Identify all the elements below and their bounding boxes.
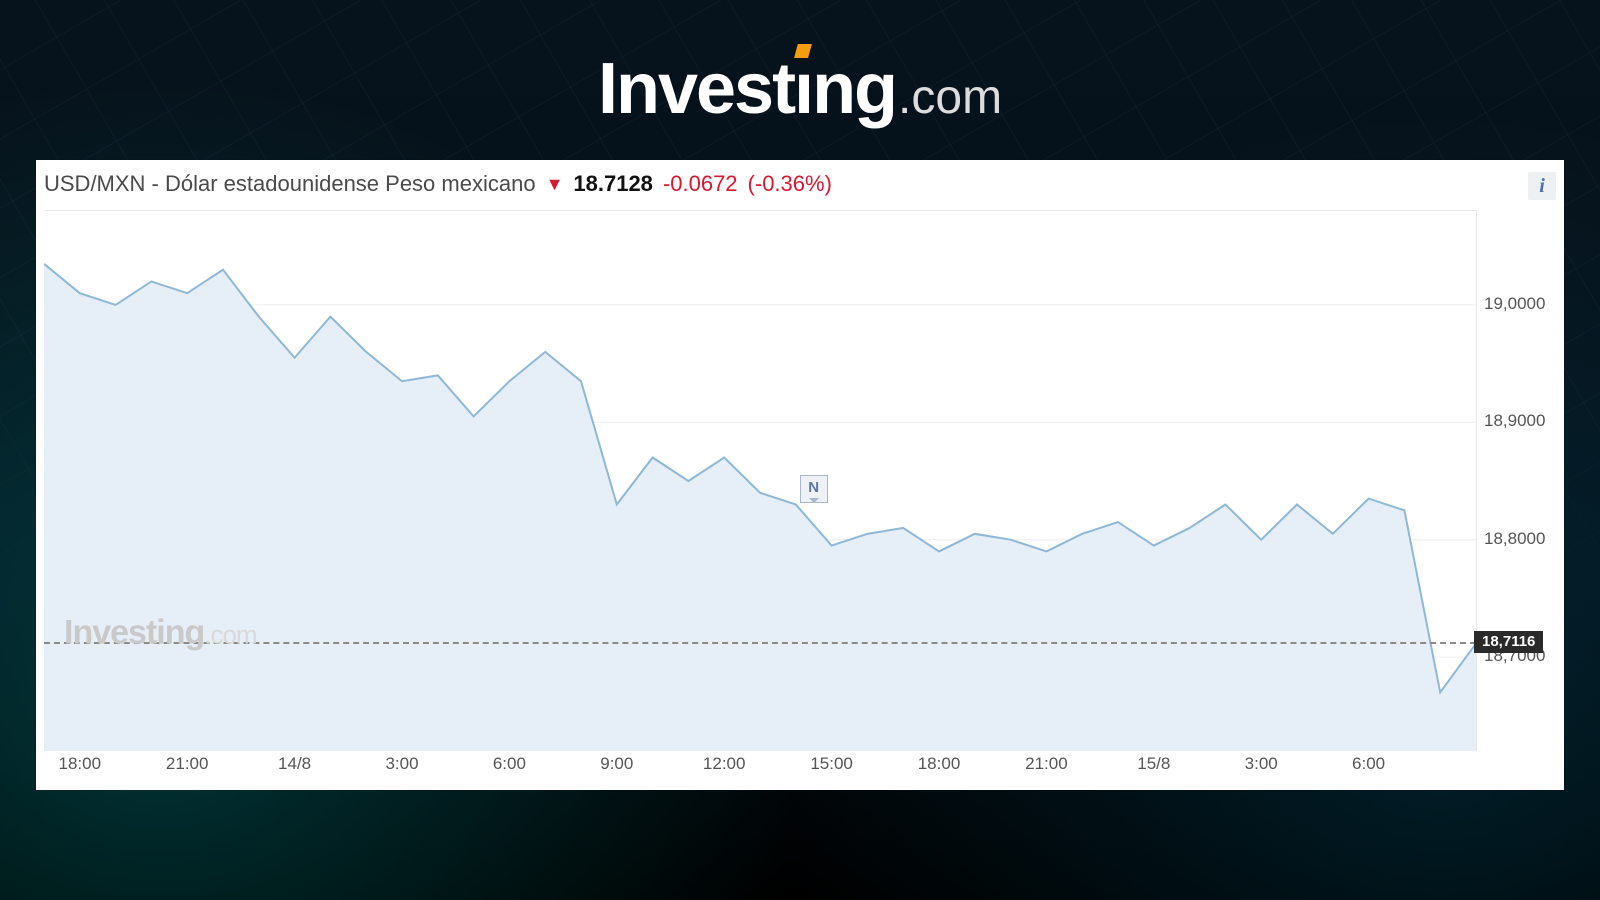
current-price-line	[44, 642, 1476, 644]
pair-label: USD/MXN - Dólar estadounidense Peso mexi…	[44, 171, 536, 197]
down-arrow-icon: ▼	[546, 174, 564, 195]
news-event-flag[interactable]: N	[800, 475, 828, 503]
x-axis-tick-label: 12:00	[703, 754, 746, 774]
logo-word-investing: Investıng	[598, 48, 896, 130]
chart-plot-area[interactable]	[44, 210, 1477, 751]
x-axis-tick-label: 15/8	[1137, 754, 1170, 774]
chart-card: USD/MXN - Dólar estadounidense Peso mexi…	[36, 160, 1564, 790]
price-change-pct: (-0.36%)	[748, 171, 832, 197]
watermark-com: .com	[204, 619, 256, 649]
chart-watermark: Investing.com	[64, 613, 257, 652]
info-icon[interactable]: i	[1528, 172, 1556, 200]
x-axis-tick-label: 21:00	[166, 754, 209, 774]
chart-header: USD/MXN - Dólar estadounidense Peso mexi…	[44, 168, 1556, 200]
x-axis: 18:00 21:00 14/8 3:00 6:00 9:00 12:00 15:00 18:0…	[44, 754, 1476, 784]
current-price-flag: 18,7116	[1474, 631, 1543, 653]
logo-word-com: .com	[898, 70, 1002, 125]
price-change: -0.0672	[663, 171, 738, 197]
x-axis-tick-label: 15:00	[810, 754, 853, 774]
chart-svg	[44, 211, 1476, 751]
x-axis-tick-label: 3:00	[1245, 754, 1278, 774]
investing-logo: Investıng.com	[598, 48, 1002, 130]
watermark-main: Investing	[64, 613, 204, 651]
x-axis-tick-label: 6:00	[1352, 754, 1385, 774]
x-axis-tick-label: 3:00	[385, 754, 418, 774]
y-axis: 19,000018,900018,800018,7000	[1476, 210, 1556, 750]
x-axis-tick-label: 14/8	[278, 754, 311, 774]
x-axis-tick-label: 21:00	[1025, 754, 1068, 774]
y-axis-tick-label: 18,9000	[1484, 411, 1545, 431]
x-axis-tick-label: 6:00	[493, 754, 526, 774]
current-price-flag-label: 18,7116	[1482, 633, 1535, 650]
news-event-flag-label: N	[808, 479, 819, 496]
x-axis-tick-label: 9:00	[600, 754, 633, 774]
current-price: 18.7128	[573, 171, 653, 197]
y-axis-tick-label: 19,0000	[1484, 294, 1545, 314]
x-axis-tick-label: 18:00	[59, 754, 102, 774]
y-axis-tick-label: 18,8000	[1484, 529, 1545, 549]
x-axis-tick-label: 18:00	[918, 754, 961, 774]
